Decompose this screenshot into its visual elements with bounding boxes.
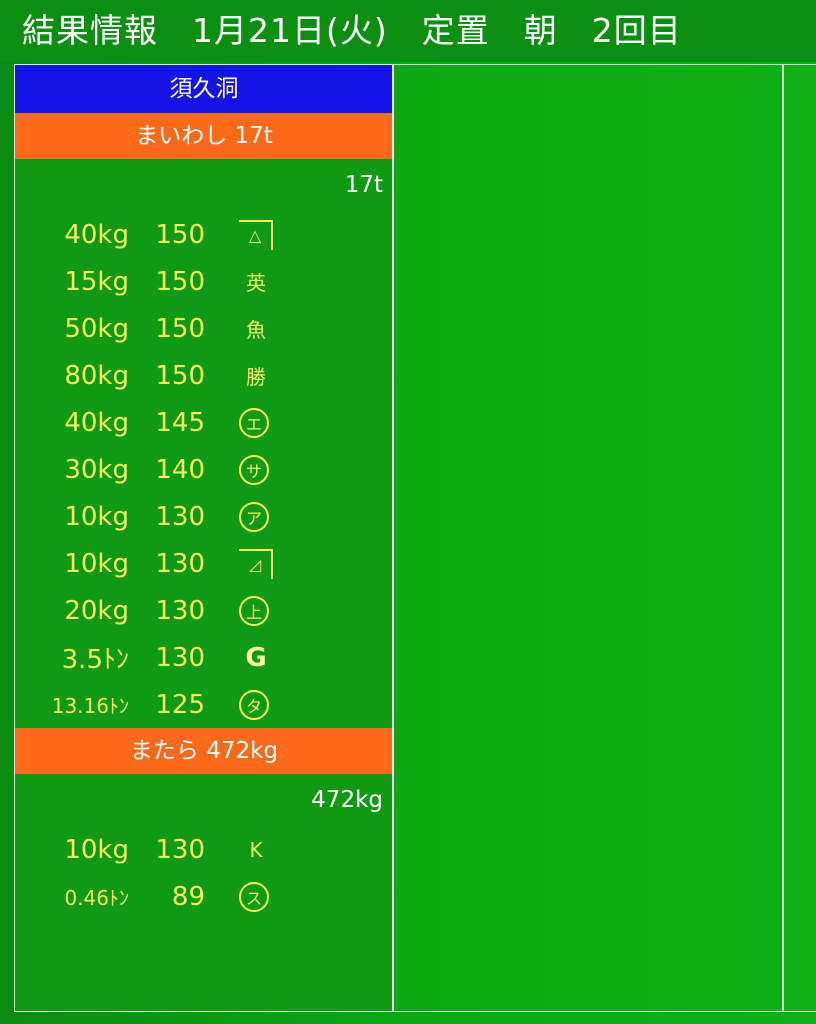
price: 89 [171,881,205,912]
result-row: 30kg 140 サ [15,446,393,493]
result-row: 15kg 150 英 [15,258,393,305]
result-row: 40kg 145 エ [15,399,393,446]
weight: 40kg [64,407,129,438]
price: 130 [155,548,205,579]
weight: 10kg [64,501,129,532]
empty-column-2 [392,64,784,1012]
weight: 10kg [64,548,129,579]
price: 140 [155,454,205,485]
result-row: 40kg 150 △ [15,211,393,258]
weight: 0.46ﾄﾝ [64,886,129,910]
empty-column-3 [782,64,816,1012]
weight: 10kg [64,834,129,865]
weight: 20kg [64,595,129,626]
price: 130 [155,501,205,532]
result-row: 10kg 130 ア [15,493,393,540]
page-title: 結果情報 1月21日(火) 定置 朝 2回目 [0,0,816,62]
buyer-mark-icon: ス [239,881,269,912]
fish-header: またら 472kg [15,728,393,774]
result-row: 50kg 150 魚 [15,305,393,352]
buyer-mark-icon: ◿ [239,548,273,579]
price: 150 [155,219,205,250]
result-row: 10kg 130 K [15,826,393,873]
market-name: 須久洞 [15,65,393,113]
price: 145 [155,407,205,438]
buyer-mark-icon: 英 [246,271,266,295]
price: 130 [155,642,205,673]
result-row: 13.16ﾄﾝ 125 タ [15,681,393,728]
buyer-mark-icon: G [245,642,267,673]
weight: 13.16ﾄﾝ [51,694,129,718]
buyer-mark-icon: サ [239,454,269,485]
weight: 15kg [64,266,129,297]
buyer-mark-icon: 魚 [246,318,266,342]
fish-header: まいわし 17t [15,113,393,159]
buyer-mark-icon: K [249,837,263,862]
price: 130 [155,834,205,865]
price: 125 [155,689,205,720]
result-row: 10kg 130 ◿ [15,540,393,587]
buyer-mark-icon: 勝 [246,365,266,389]
weight: 30kg [64,454,129,485]
weight: 80kg [64,360,129,391]
result-row: 20kg 130 上 [15,587,393,634]
buyer-mark-icon: 上 [239,595,269,626]
weight: 40kg [64,219,129,250]
fish-total: 17t [344,172,383,198]
weight: 50kg [64,313,129,344]
buyer-mark-icon: タ [239,689,269,720]
result-row: 0.46ﾄﾝ 89 ス [15,873,393,920]
result-row: 80kg 150 勝 [15,352,393,399]
market-column: 須久洞 まいわし 17t 17t 40kg 150 △ 15kg 150 英 50kg 150 魚 8… [14,64,394,1012]
price: 130 [155,595,205,626]
fish-total: 472kg [311,787,383,813]
buyer-mark-icon: エ [239,407,269,438]
weight: 3.5ﾄﾝ [61,645,129,675]
buyer-mark-icon: ア [239,501,269,532]
result-row: 3.5ﾄﾝ 130 G [15,634,393,681]
price: 150 [155,266,205,297]
price: 150 [155,360,205,391]
price: 150 [155,313,205,344]
buyer-mark-icon: △ [239,219,273,250]
